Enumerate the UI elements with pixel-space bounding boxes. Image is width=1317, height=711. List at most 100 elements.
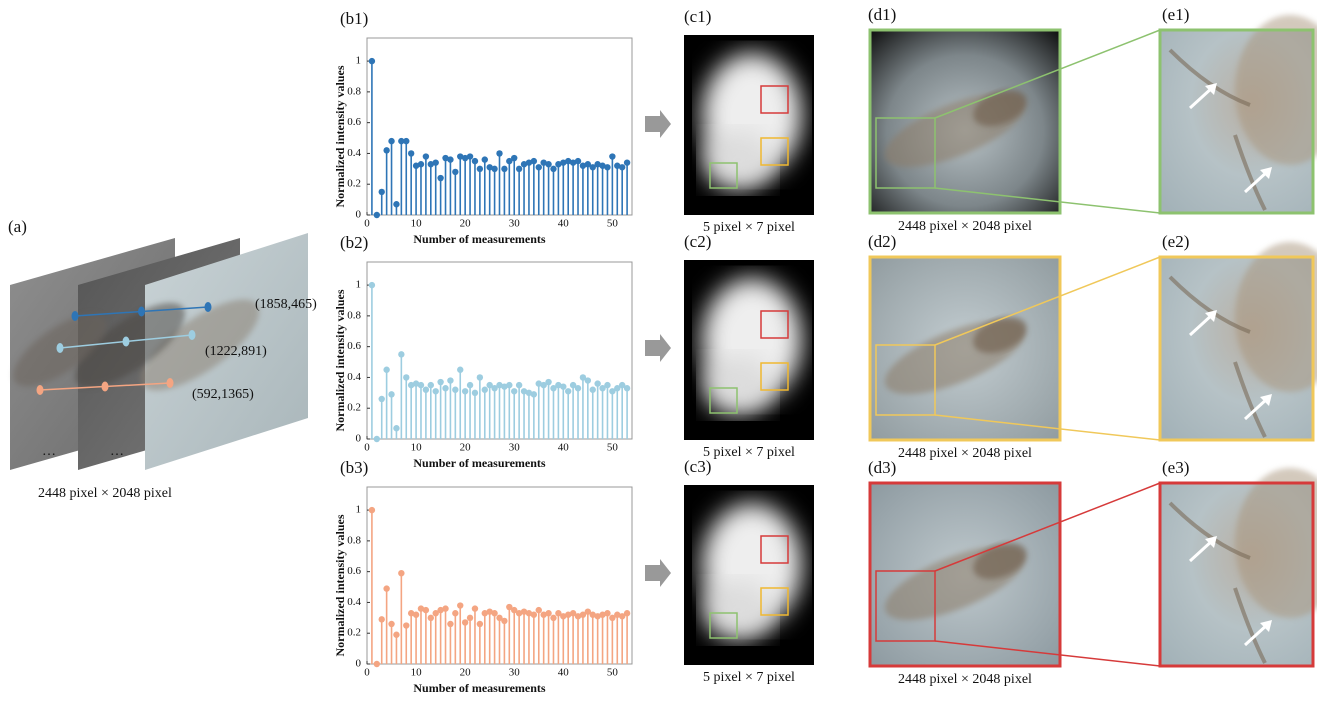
stem-head bbox=[423, 153, 429, 159]
flow-arrow bbox=[645, 334, 671, 362]
stem-head bbox=[423, 607, 429, 613]
y-tick-label: 0.6 bbox=[347, 565, 361, 577]
stem-head bbox=[472, 158, 478, 164]
stem-head bbox=[491, 166, 497, 172]
stem-head bbox=[477, 621, 483, 627]
stem-head bbox=[457, 367, 463, 373]
caption: 5 pixel × 7 pixel bbox=[703, 445, 795, 460]
panel-label: (e1) bbox=[1162, 5, 1189, 24]
pixel-dot bbox=[72, 311, 79, 321]
pixel-dot bbox=[102, 382, 109, 392]
stem-head bbox=[418, 382, 424, 388]
stem-head bbox=[585, 377, 591, 383]
panel-label: (d3) bbox=[868, 458, 896, 477]
x-tick-label: 30 bbox=[509, 218, 521, 230]
caption: 5 pixel × 7 pixel bbox=[703, 220, 795, 235]
caption: 5 pixel × 7 pixel bbox=[703, 670, 795, 685]
coordinate-label: (1858,465) bbox=[255, 297, 317, 312]
stem-head bbox=[560, 383, 566, 389]
stem-head bbox=[398, 570, 404, 576]
stem-head bbox=[457, 602, 463, 608]
stem-head bbox=[369, 507, 375, 513]
stem-head bbox=[467, 615, 473, 621]
y-tick-label: 0.6 bbox=[347, 340, 361, 352]
stem-head bbox=[413, 612, 419, 618]
y-tick-label: 0.6 bbox=[347, 116, 361, 128]
y-tick-label: 0.2 bbox=[347, 402, 361, 414]
x-axis-label: Number of measurements bbox=[413, 681, 546, 695]
stem-head bbox=[472, 390, 478, 396]
x-tick-label: 10 bbox=[411, 667, 423, 679]
panel-label: (a) bbox=[8, 217, 27, 236]
stem-head bbox=[550, 615, 556, 621]
stem-head bbox=[550, 166, 556, 172]
stem-head bbox=[423, 387, 429, 393]
stem-head bbox=[369, 58, 375, 64]
stem-head bbox=[594, 380, 600, 386]
y-tick-label: 0.8 bbox=[347, 534, 361, 546]
stem-head bbox=[433, 159, 439, 165]
stem-head bbox=[472, 605, 478, 611]
pixel-dot bbox=[123, 337, 130, 347]
stem-head bbox=[369, 282, 375, 288]
x-tick-label: 50 bbox=[607, 442, 619, 454]
stem-head bbox=[374, 661, 380, 667]
panel-label: (b2) bbox=[340, 233, 368, 252]
stem-head bbox=[545, 161, 551, 167]
y-tick-label: 0.8 bbox=[347, 309, 361, 321]
x-tick-label: 30 bbox=[509, 667, 521, 679]
stem-head bbox=[624, 610, 630, 616]
stem-head bbox=[545, 610, 551, 616]
stem-head bbox=[624, 159, 630, 165]
stem-head bbox=[398, 351, 404, 357]
bright-region bbox=[703, 130, 773, 190]
stem-head bbox=[403, 374, 409, 380]
x-tick-label: 0 bbox=[364, 218, 370, 230]
stem-head bbox=[482, 387, 488, 393]
caption: 2448 pixel × 2048 pixel bbox=[898, 219, 1032, 234]
x-tick-label: 0 bbox=[364, 442, 370, 454]
y-tick-label: 0.4 bbox=[347, 371, 361, 383]
stem-head bbox=[452, 169, 458, 175]
flow-arrow bbox=[645, 559, 671, 587]
stem-head bbox=[477, 374, 483, 380]
stem-head bbox=[437, 379, 443, 385]
pixel-dot bbox=[37, 385, 44, 395]
stem-head bbox=[536, 164, 542, 170]
stem-head bbox=[467, 153, 473, 159]
panel-label: (c3) bbox=[684, 457, 711, 476]
stem-head bbox=[442, 385, 448, 391]
y-axis-label: Normalized intensity values bbox=[333, 65, 347, 207]
stem-head bbox=[531, 158, 537, 164]
y-tick-label: 0.2 bbox=[347, 178, 361, 190]
stem-head bbox=[383, 585, 389, 591]
pixel-dot bbox=[189, 330, 196, 340]
stem-head bbox=[506, 382, 512, 388]
y-tick-label: 1 bbox=[356, 55, 362, 67]
y-axis-label: Normalized intensity values bbox=[333, 289, 347, 431]
pixel-dot bbox=[167, 378, 174, 388]
stem-head bbox=[447, 377, 453, 383]
stem-head bbox=[433, 388, 439, 394]
panel-label: (c2) bbox=[684, 232, 711, 251]
x-tick-label: 40 bbox=[558, 442, 570, 454]
ellipsis: … bbox=[42, 444, 56, 459]
x-tick-label: 20 bbox=[460, 667, 472, 679]
stem-head bbox=[575, 385, 581, 391]
stem-head bbox=[467, 382, 473, 388]
y-tick-label: 0 bbox=[356, 433, 362, 445]
stem-head bbox=[418, 161, 424, 167]
x-tick-label: 20 bbox=[460, 442, 472, 454]
stem-head bbox=[545, 379, 551, 385]
pixel-dot bbox=[138, 307, 145, 317]
stem-head bbox=[609, 153, 615, 159]
stem-head bbox=[619, 164, 625, 170]
stem-head bbox=[604, 164, 610, 170]
stem-head bbox=[388, 138, 394, 144]
stem-head bbox=[516, 166, 522, 172]
y-tick-label: 1 bbox=[356, 504, 362, 516]
y-tick-label: 0 bbox=[356, 658, 362, 670]
stem-head bbox=[428, 382, 434, 388]
stem-head bbox=[565, 388, 571, 394]
x-tick-label: 0 bbox=[364, 667, 370, 679]
